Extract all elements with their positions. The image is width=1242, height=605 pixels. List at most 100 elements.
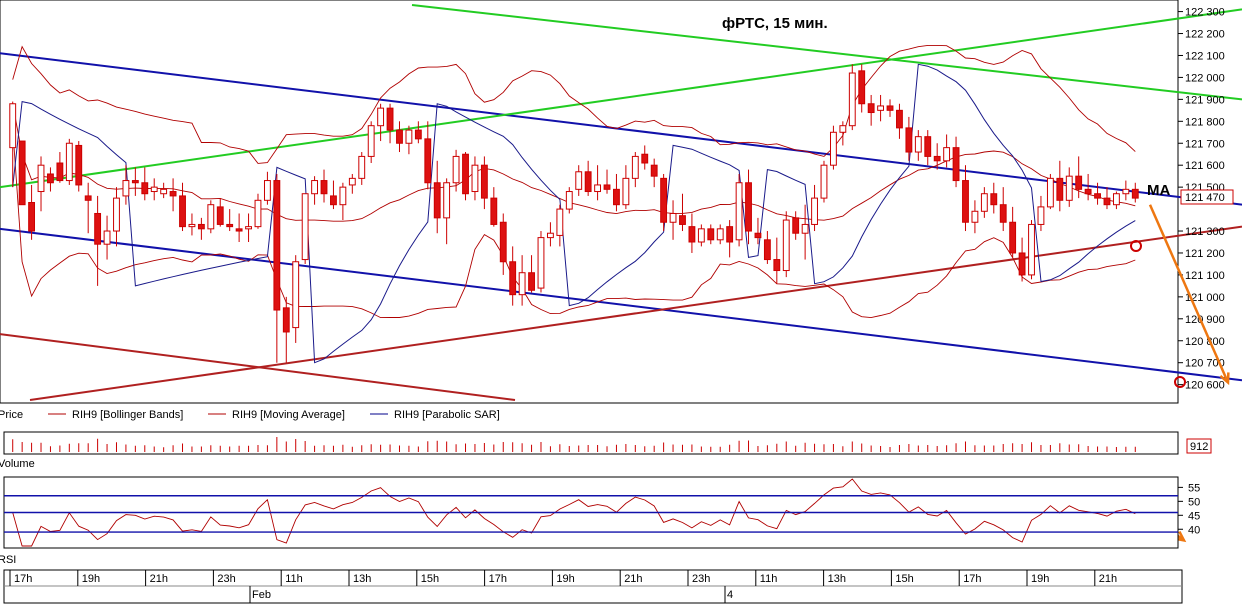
candle bbox=[320, 169, 328, 203]
trendline bbox=[0, 227, 1242, 382]
candle bbox=[254, 193, 262, 229]
candle bbox=[745, 169, 752, 245]
price-tick-label: 120 700 bbox=[1185, 358, 1225, 370]
price-tick-label: 121 800 bbox=[1185, 116, 1225, 128]
target-circle-2 bbox=[1174, 376, 1186, 388]
time-tick-label: 19h bbox=[556, 573, 574, 585]
candle bbox=[94, 195, 102, 286]
candle bbox=[235, 213, 243, 242]
candle bbox=[509, 246, 517, 306]
price-panel bbox=[0, 0, 1179, 404]
current-price-label: 121 470 bbox=[1185, 192, 1225, 204]
candle bbox=[301, 193, 309, 264]
candle bbox=[896, 103, 903, 139]
candle bbox=[160, 182, 168, 199]
time-tick-label: 23h bbox=[692, 573, 710, 585]
candle bbox=[84, 182, 92, 234]
candle bbox=[113, 187, 120, 247]
candle bbox=[443, 178, 451, 245]
price-tick-label: 122 300 bbox=[1185, 7, 1225, 19]
candle bbox=[216, 198, 224, 227]
candle bbox=[263, 171, 271, 205]
candle bbox=[1065, 167, 1073, 207]
candle bbox=[546, 222, 554, 247]
candle bbox=[697, 224, 705, 247]
candle bbox=[962, 165, 969, 232]
candle bbox=[122, 165, 130, 205]
candle bbox=[358, 152, 366, 185]
candle bbox=[914, 130, 922, 161]
candle bbox=[1028, 220, 1035, 280]
candle bbox=[150, 178, 158, 201]
candle bbox=[622, 165, 630, 210]
candle bbox=[273, 173, 281, 363]
time-tick-label: 17h bbox=[489, 573, 507, 585]
candle bbox=[1018, 237, 1026, 282]
rsi-tick-label: 55 bbox=[1188, 482, 1200, 494]
candle bbox=[1094, 182, 1101, 205]
time-tick-label: 11h bbox=[285, 573, 303, 585]
time-tick-label: 17h bbox=[14, 573, 32, 585]
candle bbox=[829, 125, 837, 170]
candle bbox=[905, 116, 913, 161]
candle bbox=[405, 125, 413, 155]
candle bbox=[848, 64, 856, 131]
date-label: Feb bbox=[252, 589, 271, 601]
time-tick-label: 21h bbox=[150, 573, 168, 585]
trendline bbox=[411, 4, 1242, 101]
price-tick-label: 121 200 bbox=[1185, 248, 1225, 260]
candle bbox=[801, 204, 809, 260]
candle bbox=[56, 152, 64, 183]
candle bbox=[179, 182, 186, 232]
candle bbox=[782, 211, 790, 278]
time-ticks: 17h 19h 21h 23h 11h 13h 15h 17h 19h 21h 23h 11h 13h 1… bbox=[9, 570, 1117, 603]
candle bbox=[867, 94, 875, 126]
legend-bb: RIH9 [Bollinger Bands] bbox=[72, 409, 183, 421]
candle bbox=[594, 165, 602, 201]
candle bbox=[641, 145, 649, 170]
candle bbox=[188, 213, 196, 236]
candle bbox=[980, 187, 988, 218]
rsi-tick-label: 40 bbox=[1188, 524, 1200, 536]
price-tick-label: 120 900 bbox=[1185, 314, 1225, 326]
candle bbox=[754, 217, 762, 245]
candle bbox=[688, 213, 696, 253]
chart-title: фРТС, 15 мин. bbox=[722, 15, 828, 32]
candle bbox=[990, 182, 998, 214]
candle bbox=[1056, 160, 1064, 212]
time-tick-label: 15h bbox=[421, 573, 439, 585]
time-tick-label: 21h bbox=[1099, 573, 1117, 585]
time-tick-label: 23h bbox=[217, 573, 235, 585]
time-tick-label: 19h bbox=[82, 573, 100, 585]
candle bbox=[396, 121, 403, 153]
price-tick-label: 121 700 bbox=[1185, 138, 1225, 150]
time-tick-label: 13h bbox=[353, 573, 371, 585]
candle bbox=[933, 143, 941, 170]
candle bbox=[207, 200, 215, 234]
volume-value: 912 bbox=[1190, 441, 1208, 453]
ma-annotation: MA bbox=[1147, 182, 1170, 199]
parabolic-sar bbox=[12, 63, 1136, 364]
candle bbox=[631, 152, 639, 188]
trendline bbox=[29, 225, 1242, 401]
candle bbox=[886, 99, 894, 117]
candle bbox=[999, 187, 1007, 232]
candle bbox=[414, 121, 422, 144]
candle bbox=[613, 173, 620, 212]
candle bbox=[1046, 173, 1054, 210]
candle bbox=[226, 209, 234, 232]
candle bbox=[726, 220, 734, 258]
candle bbox=[348, 173, 356, 194]
legend-ma: RIH9 [Moving Average] bbox=[232, 409, 345, 421]
trendline bbox=[0, 333, 516, 401]
candle bbox=[245, 213, 252, 242]
candle bbox=[169, 178, 177, 212]
price-tick-label: 121 000 bbox=[1185, 292, 1225, 304]
candle bbox=[282, 296, 290, 363]
candle bbox=[330, 180, 337, 210]
candle bbox=[603, 169, 611, 194]
candle bbox=[650, 158, 658, 188]
candle bbox=[811, 184, 818, 232]
candle bbox=[433, 160, 441, 234]
